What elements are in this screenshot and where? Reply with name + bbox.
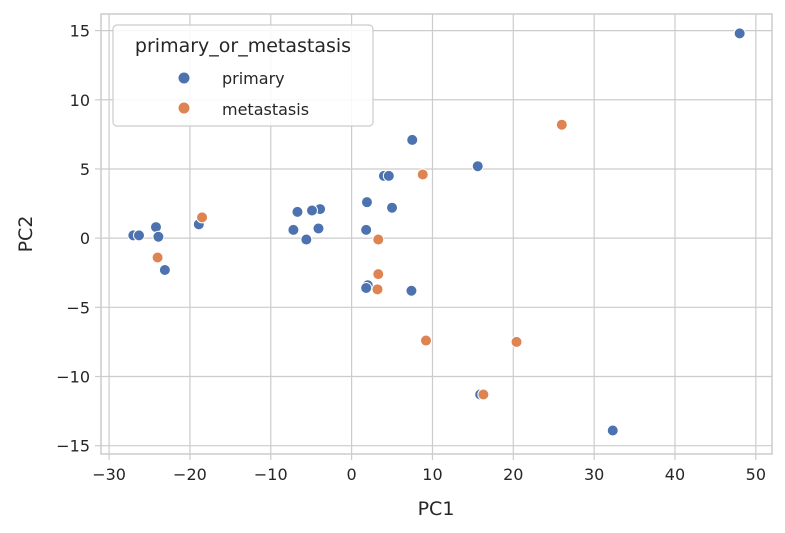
y-tick-label: −15 <box>56 437 90 456</box>
x-tick-label: 40 <box>665 465 685 484</box>
data-point-primary <box>382 169 395 182</box>
legend-box <box>112 24 374 127</box>
data-point-primary <box>300 233 313 246</box>
data-point-primary <box>360 281 373 294</box>
y-tick-label: 5 <box>80 160 90 179</box>
legend-marker-metastasis <box>177 101 191 115</box>
x-tick-label: −30 <box>92 465 126 484</box>
data-point-primary <box>291 205 304 218</box>
x-tick-label: −20 <box>173 465 207 484</box>
data-point-metastasis <box>555 118 568 131</box>
data-point-metastasis <box>416 168 429 181</box>
data-point-metastasis <box>372 268 385 281</box>
data-point-metastasis <box>419 334 432 347</box>
data-point-metastasis <box>196 211 209 224</box>
data-point-primary <box>132 229 145 242</box>
y-tick-label: 10 <box>70 91 90 110</box>
data-point-metastasis <box>510 335 523 348</box>
data-point-metastasis <box>371 283 384 296</box>
x-axis-label: PC1 <box>418 498 455 520</box>
y-tick-label: −5 <box>66 298 90 317</box>
y-tick-label: −10 <box>56 368 90 387</box>
data-point-primary <box>312 222 325 235</box>
data-point-primary <box>149 221 162 234</box>
x-tick-label: −10 <box>254 465 288 484</box>
legend-label-metastasis: metastasis <box>222 100 309 119</box>
x-tick-label: 10 <box>422 465 442 484</box>
x-tick-labels: −30 −20 −10 0 10 20 30 40 50 <box>92 454 766 484</box>
data-point-primary <box>287 223 300 236</box>
x-tick-label: 0 <box>347 465 357 484</box>
data-point-primary <box>405 284 418 297</box>
plot-frame <box>100 13 773 455</box>
data-point-primary <box>406 133 419 146</box>
data-point-primary <box>733 27 746 40</box>
data-point-metastasis <box>477 388 490 401</box>
legend-marker-primary <box>177 71 191 85</box>
y-tick-label: 15 <box>70 22 90 41</box>
data-point-primary <box>306 204 319 217</box>
data-points <box>127 27 746 437</box>
data-point-primary <box>386 201 399 214</box>
data-point-metastasis <box>151 251 164 264</box>
y-tick-labels: −15 −10 −5 0 5 10 15 <box>56 22 101 456</box>
data-point-primary <box>360 223 373 236</box>
legend-title: primary_or_metastasis <box>135 35 351 57</box>
data-point-primary <box>471 160 484 173</box>
data-point-primary <box>152 230 165 243</box>
data-point-primary <box>360 196 373 209</box>
legend-label-primary: primary <box>222 69 285 88</box>
y-tick-label: 0 <box>80 229 90 248</box>
y-axis-label: PC2 <box>15 216 37 253</box>
data-point-metastasis <box>372 233 385 246</box>
x-tick-label: 20 <box>503 465 523 484</box>
data-point-primary <box>606 424 619 437</box>
x-tick-label: 30 <box>584 465 604 484</box>
x-tick-label: 50 <box>746 465 766 484</box>
legend: primary_or_metastasis primary metastasis <box>112 24 374 127</box>
data-point-primary <box>158 263 171 276</box>
